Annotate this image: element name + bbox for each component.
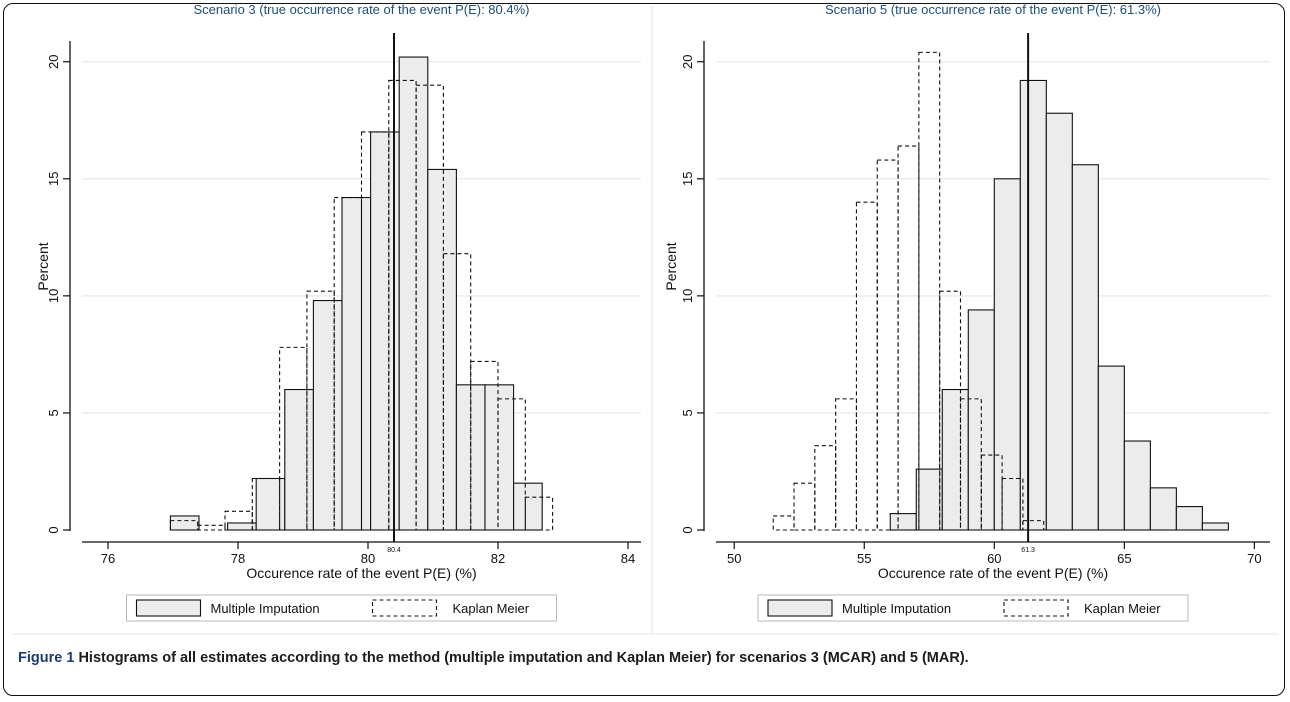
histogram-bar [398, 56, 429, 531]
x-tick-label: 76 [101, 551, 115, 566]
chart-title: Scenario 5 (true occurrence rate of the … [825, 2, 1161, 17]
histogram-bar [169, 515, 200, 531]
x-tick-label: 55 [857, 551, 871, 566]
y-tick-label: 10 [46, 289, 61, 303]
y-tick-label: 20 [46, 54, 61, 68]
histogram-bar [897, 145, 920, 531]
y-tick-label: 5 [680, 409, 695, 416]
series-multiple-imputation [169, 56, 543, 531]
x-tick-label: 50 [727, 551, 741, 566]
histogram-bar [1001, 477, 1024, 531]
legend: Multiple Imputation Kaplan Meier [757, 594, 1189, 622]
chart-panel-2: 61.3 50 55 60 65 70 0 5 10 15 20 Scenario 5 (true o… [663, 2, 1270, 622]
y-tick-label: 0 [680, 526, 695, 533]
legend-label-kaplan-meier: Kaplan Meier [1084, 601, 1161, 616]
legend-label-multiple-imputation: Multiple Imputation [842, 601, 951, 616]
histogram-bar [793, 482, 816, 531]
histogram-bar [427, 168, 457, 531]
histogram-bar [980, 454, 1003, 531]
histogram-bar [442, 253, 472, 531]
y-tick-label: 15 [46, 172, 61, 186]
x-tick-label: 84 [621, 551, 635, 566]
series-multiple-imputation [889, 79, 1229, 531]
histogram-bar [513, 482, 543, 531]
histogram-bar [1201, 522, 1229, 531]
histogram-bar [1045, 112, 1073, 531]
histogram-bar [1149, 487, 1177, 531]
histogram-bar [415, 84, 444, 531]
histogram-bar [1097, 365, 1125, 531]
histogram-bar [284, 388, 314, 531]
histogram-bar [255, 477, 286, 531]
histogram-bar [1019, 79, 1047, 531]
figure-caption: Figure 1 Histograms of all estimates acc… [18, 647, 1270, 670]
legend-swatch-multiple-imputation [767, 599, 833, 617]
y-tick-label: 20 [680, 54, 695, 68]
x-tick-label: 82 [491, 551, 505, 566]
histogram-bar [251, 477, 281, 531]
histogram-bar [341, 196, 372, 531]
histogram-bar [524, 496, 554, 531]
series-kaplan-meier [772, 51, 1045, 531]
histogram-bar [497, 398, 526, 531]
x-axis-label: Occurence rate of the event P(E) (%) [246, 565, 476, 581]
histogram-bar [1123, 440, 1151, 531]
x-tick-label: 70 [1247, 551, 1261, 566]
caption-label: Figure 1 [18, 650, 75, 666]
histogram-bar [814, 445, 837, 531]
histogram-bar [918, 51, 941, 531]
histogram-bar [876, 159, 899, 531]
y-tick-label: 5 [46, 409, 61, 416]
x-tick-label: 65 [1117, 551, 1131, 566]
histogram-bar [1175, 506, 1203, 531]
x-tick-label: 80 [361, 551, 375, 566]
legend: Multiple Imputation Kaplan Meier [126, 594, 557, 622]
y-tick-label: 10 [680, 289, 695, 303]
histogram-bar [1022, 520, 1045, 531]
histogram-bar [312, 299, 343, 531]
x-axis-label: Occurence rate of the event P(E) (%) [878, 565, 1108, 581]
reference-line-label: 61.3 [1021, 547, 1035, 554]
histogram-bar [915, 468, 943, 531]
histogram-bar [835, 398, 858, 531]
histogram-bar [484, 384, 515, 531]
series-kaplan-meier [169, 79, 554, 531]
legend-label-kaplan-meier: Kaplan Meier [453, 601, 530, 616]
caption-text: Histograms of all estimates according to… [78, 650, 969, 666]
x-tick-label: 78 [231, 551, 245, 566]
chart-panel-1: 80.4 76 78 80 82 84 0 5 10 15 20 Scenario 3 (true o… [35, 2, 641, 622]
histogram-bar [993, 178, 1021, 531]
y-axis-label: Percent [663, 242, 679, 290]
legend-swatch-multiple-imputation [135, 599, 202, 617]
legend-label-multiple-imputation: Multiple Imputation [211, 601, 320, 616]
histogram-bar [855, 201, 878, 531]
histogram-bar [939, 290, 962, 531]
histogram-bar [941, 388, 969, 531]
legend-swatch-kaplan-meier [371, 599, 438, 617]
histogram-bar [772, 515, 795, 531]
legend-swatch-kaplan-meier [1003, 599, 1069, 617]
x-tick-label: 60 [987, 551, 1001, 566]
chart-title: Scenario 3 (true occurrence rate of the … [193, 2, 529, 17]
histogram-bar [197, 524, 226, 531]
y-tick-label: 0 [46, 526, 61, 533]
legend-box [757, 594, 1189, 622]
reference-line-label: 80.4 [387, 547, 401, 554]
histogram-bar [1071, 164, 1099, 531]
histogram-bar [889, 513, 917, 531]
y-axis-label: Percent [35, 242, 51, 290]
y-tick-label: 15 [680, 172, 695, 186]
histogram-bar [333, 196, 363, 531]
